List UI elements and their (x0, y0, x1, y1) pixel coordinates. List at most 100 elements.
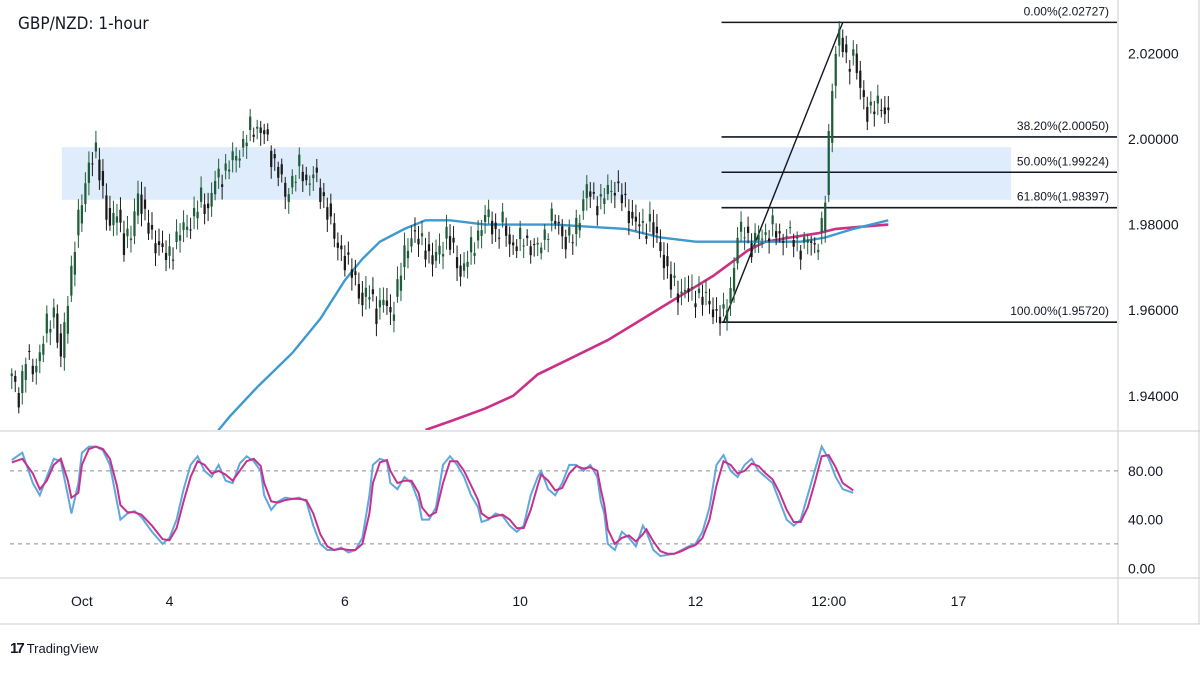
candle-body (536, 242, 539, 245)
candle-body (817, 249, 820, 253)
fib-level-label: 0.00%(2.02727) (1024, 4, 1109, 18)
candle-body (564, 236, 567, 250)
fib-level-label: 61.80%(1.98397) (1017, 190, 1109, 204)
resistance-zone (61, 147, 1012, 200)
candle-body (568, 227, 571, 236)
candle-body (582, 199, 585, 211)
fast-moving-average-line (217, 219, 889, 430)
candle-body (480, 230, 483, 236)
candle-body (571, 242, 574, 244)
candle-body (182, 222, 185, 230)
chart-title: GBP/NZD: 1-hour (18, 14, 149, 34)
candle-body (515, 246, 518, 252)
candle-body (796, 237, 799, 239)
candle-body (508, 234, 511, 245)
candle-body (368, 297, 371, 300)
candle-body (753, 232, 757, 242)
candle-body (824, 202, 827, 231)
candle-body (596, 206, 599, 216)
candle-body (655, 226, 659, 234)
candle-body (638, 224, 641, 227)
candle-body (540, 247, 543, 254)
candle-body (98, 159, 101, 181)
candle-body (585, 184, 588, 198)
candle-body (652, 222, 655, 235)
candle-body (760, 238, 764, 240)
fib-level-label: 50.00%(1.99224) (1017, 154, 1109, 168)
candle-body (490, 220, 494, 235)
candle-body (326, 207, 329, 220)
candle-body (206, 203, 210, 209)
candle-body (767, 238, 771, 242)
candle-body (378, 300, 382, 308)
candle-body (49, 328, 52, 333)
candle-body (17, 393, 20, 408)
candle-body (561, 226, 564, 237)
candle-body (410, 238, 413, 247)
candle-body (669, 274, 673, 290)
candle-body (434, 251, 438, 261)
candle-body (63, 322, 66, 358)
candle-body (70, 265, 73, 296)
candle-body (28, 350, 31, 352)
candle-body (308, 183, 311, 185)
candle-body (45, 313, 48, 334)
candle-body (666, 256, 669, 267)
candle-body (498, 237, 501, 239)
candle-body (35, 365, 38, 373)
candle-body (743, 237, 746, 239)
tradingview-brand[interactable]: 17 TradingView (10, 640, 98, 657)
candle-body (599, 194, 602, 197)
candle-body (764, 232, 767, 235)
candle-body (806, 239, 809, 243)
candle-body (280, 164, 283, 175)
candle-body (192, 208, 196, 217)
candle-body (140, 194, 143, 214)
candle-body (228, 169, 231, 172)
time-tick-label: 12:00 (811, 593, 846, 609)
candle-body (315, 167, 318, 173)
candle-body (866, 106, 869, 122)
candle-body (399, 275, 403, 291)
fib-level-label: 100.00%(1.95720) (1010, 304, 1109, 318)
candle-body (469, 237, 473, 253)
price-tick-label: 1.96000 (1128, 302, 1179, 318)
price-tick-label: 2.02000 (1128, 45, 1179, 61)
candle-body (589, 191, 592, 197)
candle-body (476, 230, 480, 241)
time-tick-label: 6 (341, 593, 349, 609)
candle-body (406, 250, 410, 259)
candle-body (84, 183, 87, 204)
candle-body (750, 243, 753, 258)
candle-body (21, 371, 24, 394)
candle-body (487, 209, 490, 218)
candle-body (732, 268, 736, 292)
candle-body (171, 259, 175, 261)
candle-body (291, 175, 294, 188)
candle-body (147, 222, 150, 234)
brand-name: TradingView (26, 641, 99, 656)
candle-body (101, 170, 105, 186)
resistance-zone-layer (61, 147, 1012, 200)
candle-body (115, 216, 119, 223)
candle-body (697, 288, 701, 294)
candle-body (224, 163, 227, 171)
candle-body (690, 287, 694, 289)
candle-body (178, 235, 182, 241)
stochastic-d-line (11, 445, 854, 555)
candle-body (838, 29, 841, 46)
candle-body (210, 192, 213, 207)
candle-body (252, 134, 255, 137)
candle-body (431, 255, 434, 265)
time-tick-label: 12 (688, 593, 704, 609)
candle-body (452, 237, 455, 243)
time-tick-label: 4 (166, 593, 174, 609)
candle-body (213, 181, 217, 195)
candle-body (729, 288, 732, 304)
candle-body (329, 203, 332, 217)
candle-body (631, 211, 634, 219)
candle-body (350, 269, 353, 278)
candle-body (624, 193, 627, 196)
candle-body (613, 192, 616, 196)
